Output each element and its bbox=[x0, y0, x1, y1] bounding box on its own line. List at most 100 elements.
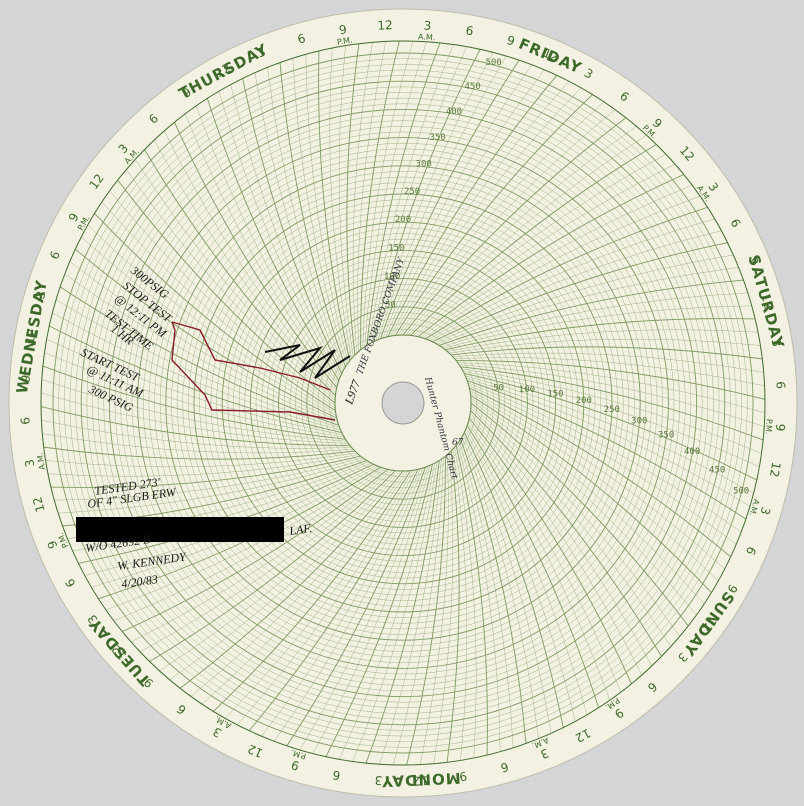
time-line bbox=[397, 101, 605, 336]
grid-ring bbox=[295, 295, 511, 511]
time-line bbox=[417, 174, 684, 338]
time-line bbox=[392, 457, 444, 765]
time-line bbox=[461, 436, 539, 739]
time-line bbox=[352, 461, 438, 762]
time-line bbox=[101, 201, 336, 409]
grid-ring bbox=[238, 238, 568, 568]
time-line bbox=[206, 98, 340, 381]
time-line bbox=[380, 59, 520, 339]
grid-ring bbox=[114, 114, 692, 692]
time-line bbox=[425, 206, 708, 340]
time-line bbox=[273, 467, 424, 742]
hour-label: 12 bbox=[767, 461, 783, 479]
time-line bbox=[126, 169, 336, 401]
time-line bbox=[395, 94, 593, 336]
hour-label: 3 bbox=[33, 290, 49, 301]
time-line bbox=[407, 135, 647, 336]
time-line bbox=[140, 470, 393, 653]
pressure-trace bbox=[171, 321, 336, 421]
time-line bbox=[371, 46, 467, 343]
time-line bbox=[368, 44, 454, 345]
time-line bbox=[379, 459, 442, 765]
time-line bbox=[40, 406, 350, 446]
grid-ring bbox=[182, 182, 624, 624]
grid-ring bbox=[171, 171, 635, 635]
grid-ring bbox=[188, 188, 618, 618]
scale-label: 300 bbox=[631, 417, 647, 427]
grid-ring bbox=[97, 97, 709, 709]
grid-ring bbox=[69, 69, 737, 737]
time-line bbox=[467, 422, 611, 701]
time-line bbox=[432, 242, 728, 343]
time-line bbox=[436, 267, 739, 345]
time-line bbox=[465, 430, 576, 722]
time-line bbox=[447, 329, 759, 352]
time-line bbox=[94, 213, 336, 411]
time-line bbox=[466, 427, 588, 715]
time-line bbox=[405, 126, 637, 336]
time-line bbox=[64, 273, 339, 424]
time-line bbox=[469, 390, 725, 570]
scale-label: 250 bbox=[604, 405, 620, 415]
hour-label: 3 bbox=[423, 19, 432, 33]
time-line bbox=[433, 452, 454, 764]
time-line bbox=[254, 72, 344, 372]
time-line bbox=[149, 470, 396, 662]
time-line bbox=[329, 47, 352, 359]
time-line bbox=[392, 87, 581, 336]
grid-ring bbox=[165, 165, 641, 641]
time-line bbox=[467, 382, 742, 533]
hour-label: 12 bbox=[573, 726, 593, 746]
hour-label: 12 bbox=[413, 773, 429, 788]
time-line bbox=[387, 75, 558, 337]
time-line bbox=[455, 445, 488, 756]
rim-line bbox=[40, 40, 766, 766]
grid-ring bbox=[255, 255, 551, 551]
time-line bbox=[441, 292, 748, 347]
hour-label: 12 bbox=[23, 328, 39, 346]
hour-label: 9 bbox=[19, 374, 33, 383]
time-line bbox=[456, 360, 766, 400]
grid-ring bbox=[80, 80, 726, 726]
grid-ring bbox=[329, 329, 477, 477]
grid-ring bbox=[216, 216, 590, 590]
time-line bbox=[218, 91, 340, 379]
time-line bbox=[41, 392, 349, 444]
time-line bbox=[462, 434, 552, 734]
time-line bbox=[122, 468, 389, 632]
time-line bbox=[54, 457, 363, 501]
time-line bbox=[434, 254, 734, 344]
grid-ring bbox=[154, 154, 652, 652]
hour-label: 3 bbox=[758, 505, 774, 516]
time-line bbox=[470, 400, 697, 616]
hour-label: 12 bbox=[246, 742, 266, 761]
time-line bbox=[346, 43, 360, 355]
time-line bbox=[81, 236, 337, 416]
grid-ring bbox=[120, 120, 686, 686]
time-line bbox=[43, 446, 355, 460]
redaction bbox=[76, 517, 284, 542]
ampm-label: P.M. bbox=[764, 419, 774, 435]
ampm-label: A.M. bbox=[418, 32, 436, 42]
time-line bbox=[466, 377, 751, 507]
grid-ring bbox=[221, 221, 585, 585]
time-line bbox=[338, 45, 354, 357]
grid-ring bbox=[148, 148, 658, 658]
hour-label: 9 bbox=[290, 758, 301, 774]
time-line bbox=[469, 387, 731, 558]
time-line bbox=[470, 392, 719, 581]
time-line bbox=[470, 397, 705, 605]
ampm-label: A.M. bbox=[35, 452, 47, 471]
grid: 50 50 100 100 150 150 200 200 250 250 300 300 350 350… bbox=[40, 40, 766, 766]
scale-label: 400 bbox=[446, 107, 462, 117]
time-line bbox=[410, 144, 657, 336]
time-line bbox=[460, 439, 527, 744]
time-line bbox=[463, 371, 760, 467]
scale-label: 300 bbox=[416, 160, 432, 170]
time-line bbox=[402, 117, 627, 336]
time-line bbox=[390, 81, 570, 337]
grid-ring bbox=[108, 108, 698, 698]
time-line bbox=[45, 452, 357, 468]
time-line bbox=[466, 425, 600, 708]
time-line bbox=[385, 69, 545, 338]
